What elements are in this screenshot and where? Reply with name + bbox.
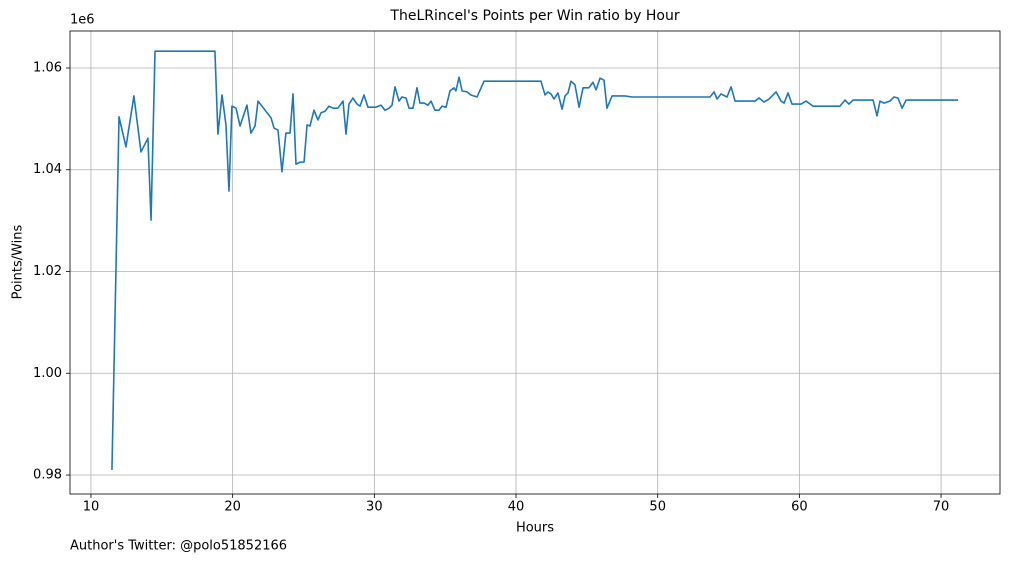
- y-axis-label: Points/Wins: [11, 224, 26, 299]
- x-tick-label: 50: [649, 500, 666, 515]
- x-axis-label: Hours: [516, 521, 554, 536]
- x-tick-label: 30: [366, 500, 383, 515]
- plot-frame: [69, 30, 1001, 495]
- y-tick-label: 1.02: [33, 264, 62, 279]
- y-tick-label: 1.04: [33, 162, 62, 177]
- data-line: [111, 50, 959, 470]
- y-tick-label: 1.06: [33, 60, 62, 75]
- x-tick-label: 60: [791, 500, 808, 515]
- y-offset-label: 1e6: [70, 13, 95, 28]
- y-tick-label: 1.00: [33, 366, 62, 381]
- x-tick-label: 10: [83, 500, 100, 515]
- y-tick-label: 0.98: [33, 468, 62, 483]
- chart-title: TheLRincel's Points per Win ratio by Hou…: [389, 8, 679, 24]
- x-tick-label: 70: [933, 500, 950, 515]
- x-tick-label: 20: [224, 500, 241, 515]
- footer: Author's Twitter: @polo51852166: [70, 539, 287, 554]
- x-tick-label: 40: [508, 500, 525, 515]
